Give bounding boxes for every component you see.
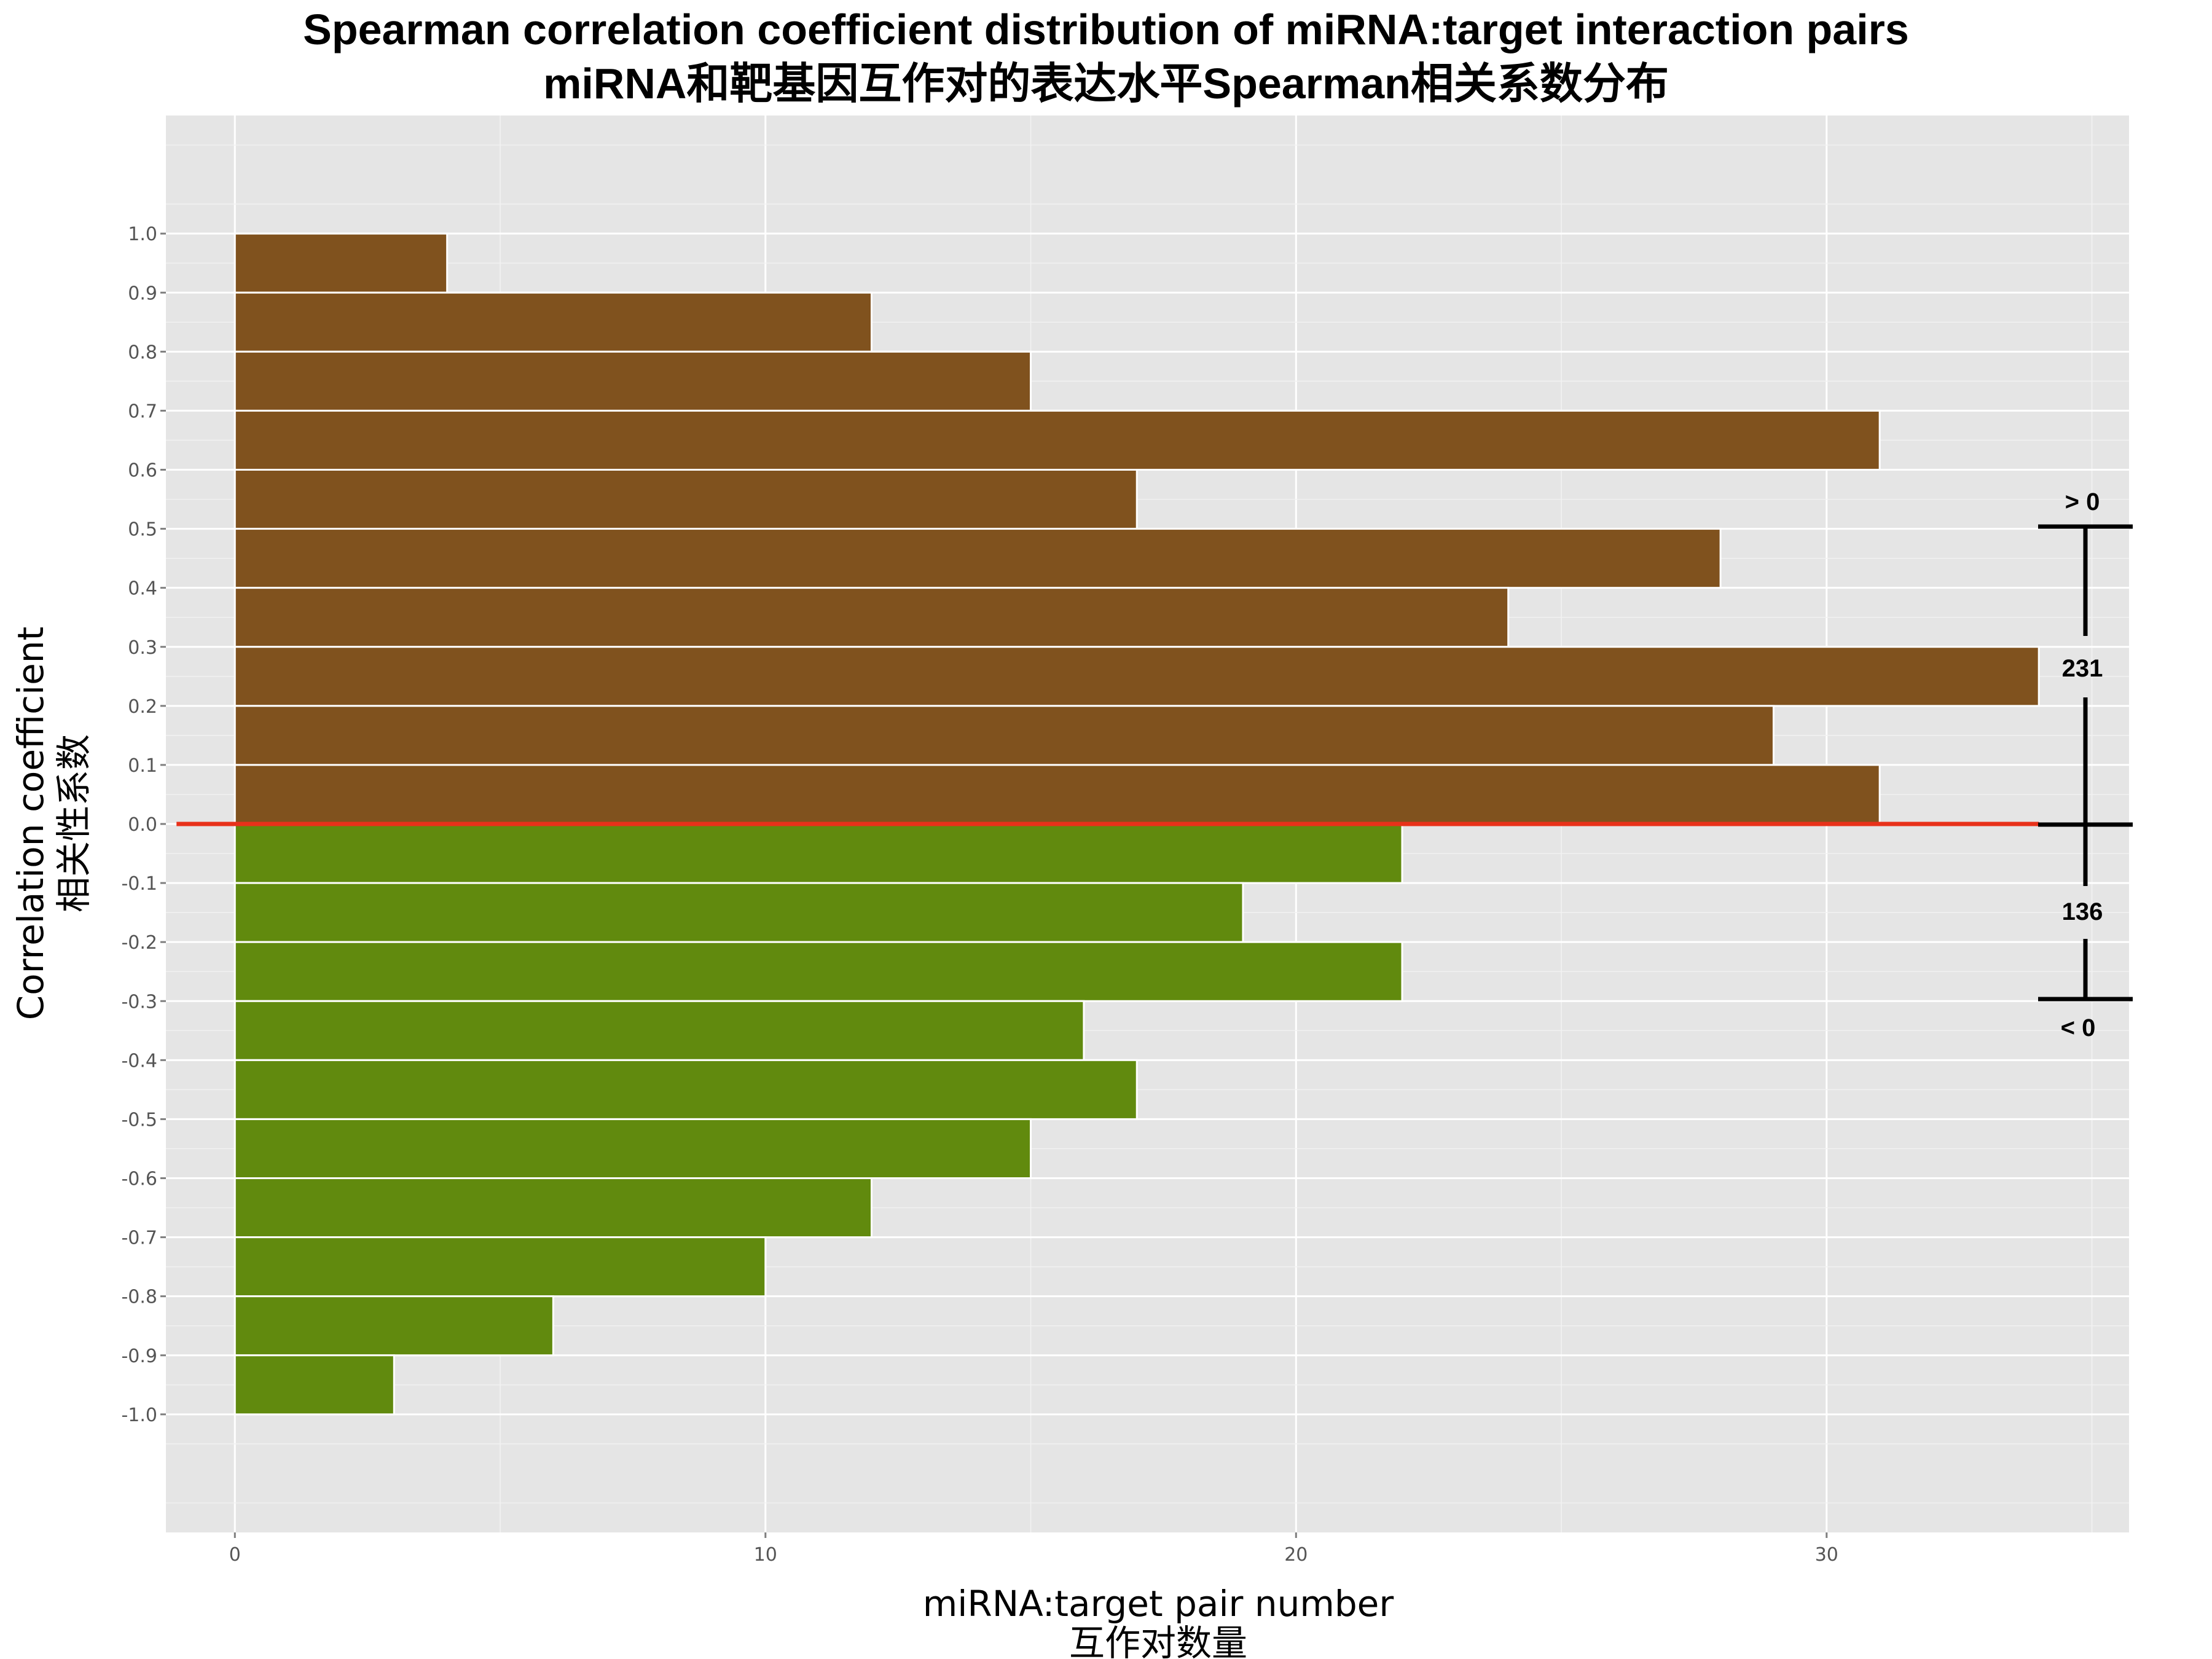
y-tick-label: 0.6 bbox=[128, 460, 157, 482]
y-tick-label: 0.7 bbox=[128, 401, 157, 422]
bar-positive bbox=[233, 764, 1881, 825]
x-tick-labels: 0 10 20 30 bbox=[229, 1532, 1838, 1566]
annot-negative-count: 136 bbox=[2062, 898, 2103, 925]
y-tick-label: -0.7 bbox=[121, 1228, 157, 1249]
y-tick-label: -0.3 bbox=[121, 991, 157, 1013]
bar-positive bbox=[233, 705, 1775, 766]
y-tick-label: 0.8 bbox=[128, 342, 157, 363]
count-annotation: > 0 231 136 < 0 bbox=[2038, 488, 2133, 1041]
bar-negative bbox=[233, 941, 1403, 1002]
x-axis-title-en: miRNA:target pair number bbox=[923, 1583, 1394, 1625]
x-tick-label: 0 bbox=[229, 1544, 241, 1566]
y-tick-label: 0.2 bbox=[128, 696, 157, 718]
bar-positive bbox=[233, 232, 449, 294]
annot-positive-label: > 0 bbox=[2065, 488, 2100, 516]
y-axis-title-en: Correlation coefficient bbox=[10, 627, 52, 1021]
y-tick-label: 0.4 bbox=[128, 578, 157, 600]
bar-negative bbox=[233, 1354, 395, 1416]
bars bbox=[233, 232, 2040, 1416]
annot-negative-label: < 0 bbox=[2061, 1014, 2096, 1041]
y-tick-label: 1.0 bbox=[128, 224, 157, 245]
bar-negative bbox=[233, 1177, 873, 1239]
bar-positive bbox=[233, 350, 1032, 412]
bar-negative bbox=[233, 1236, 767, 1298]
bar-negative bbox=[233, 1000, 1085, 1061]
bar-positive bbox=[233, 409, 1881, 471]
bar-negative bbox=[233, 1059, 1138, 1120]
y-tick-label: -0.4 bbox=[121, 1050, 157, 1072]
chart-subtitle: miRNA和靶基因互作对的表达水平Spearman相关系数分布 bbox=[543, 60, 1669, 108]
y-axis-title-cn: 相关性系数 bbox=[53, 734, 95, 912]
bar-positive bbox=[233, 469, 1138, 530]
y-tick-label: 0.0 bbox=[128, 814, 157, 836]
bar-positive bbox=[233, 646, 2040, 707]
bar-negative bbox=[233, 1118, 1032, 1179]
y-tick-label: 0.3 bbox=[128, 637, 157, 659]
bar-positive bbox=[233, 587, 1510, 648]
y-tick-labels: 1.0 0.9 0.8 0.7 0.6 0.5 0.4 0.3 0.2 0.1 0.0 -0.1 -0.… bbox=[121, 224, 166, 1426]
y-tick-label: -0.6 bbox=[121, 1169, 157, 1190]
y-tick-label: -0.5 bbox=[121, 1109, 157, 1131]
y-tick-label: 0.5 bbox=[128, 519, 157, 541]
bar-positive bbox=[233, 528, 1722, 589]
y-tick-label: -0.8 bbox=[121, 1287, 157, 1308]
annot-positive-count: 231 bbox=[2062, 655, 2103, 682]
x-tick-label: 10 bbox=[754, 1544, 777, 1566]
x-tick-label: 30 bbox=[1815, 1544, 1838, 1566]
chart-title: Spearman correlation coefficient distrib… bbox=[303, 6, 1909, 53]
y-tick-label: 0.9 bbox=[128, 283, 157, 304]
y-tick-label: 0.1 bbox=[128, 755, 157, 777]
bar-positive bbox=[233, 291, 873, 353]
x-tick-label: 20 bbox=[1284, 1544, 1308, 1566]
y-tick-label: -1.0 bbox=[121, 1405, 157, 1426]
y-tick-label: -0.9 bbox=[121, 1346, 157, 1367]
y-tick-label: -0.1 bbox=[121, 873, 157, 895]
bar-negative bbox=[233, 1295, 554, 1357]
y-axis-title: Correlation coefficient 相关性系数 bbox=[10, 627, 95, 1021]
bar-negative bbox=[233, 882, 1244, 943]
x-axis-title-cn: 互作对数量 bbox=[1069, 1622, 1247, 1659]
y-tick-label: -0.2 bbox=[121, 932, 157, 954]
bar-negative bbox=[233, 823, 1403, 884]
